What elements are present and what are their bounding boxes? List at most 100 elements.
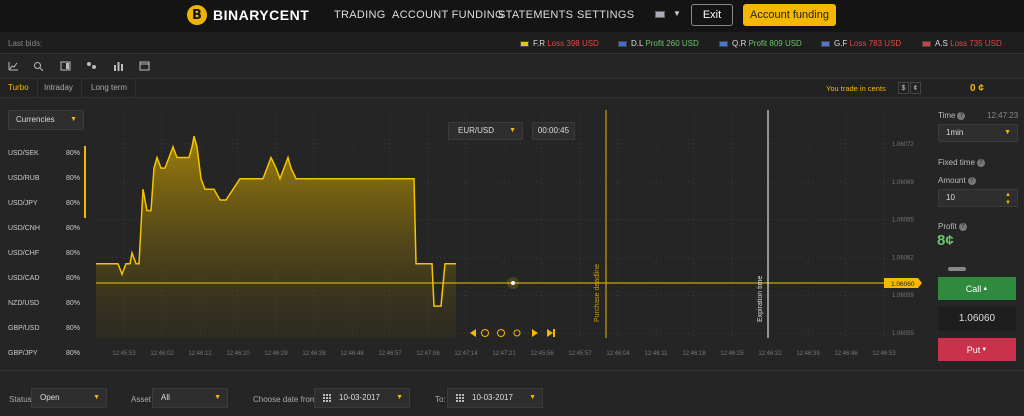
profit-value: 8¢ [937,232,954,249]
currency-pair-gbp-usd[interactable]: GBP/USD 80% [8,325,80,332]
area-chart-icon[interactable] [8,61,19,71]
bid-item: G.F Loss 783 USD [821,39,901,48]
filters-bar: Status: Open ▼ Asset All ▼ Choose date fro… [0,370,1024,416]
x-tick-label: 12:46:11 [645,351,669,357]
bid-item: Q.R Profit 809 USD [719,39,802,48]
currency-pair-usd-cad[interactable]: USD/CAD 80% [8,275,80,282]
bar-chart-icon[interactable] [113,61,124,71]
status-dropdown[interactable]: Open ▼ [31,388,107,408]
x-tick-label: 12:46:32 [758,351,782,357]
currency-pair-usd-chf[interactable]: USD/CHF 80% [8,250,80,257]
chart-nav-controls [470,329,555,337]
time-select[interactable]: 1min ▼ [938,124,1018,142]
x-tick-label: 12:46:02 [150,351,174,357]
price-area [96,136,456,338]
nav-trading[interactable]: TRADING [334,9,386,21]
x-tick-label: 12:46:39 [796,351,820,357]
x-tick-label: 12:47:14 [454,351,478,357]
flag-icon [618,40,627,47]
x-tick-label: 12:47:06 [416,351,440,357]
people-icon[interactable] [86,61,97,71]
x-tick-label: 12:46:53 [872,351,896,357]
active-pair-indicator [84,146,86,218]
stepper-icon[interactable]: ▲ ▼ [1005,192,1011,206]
nav-statements[interactable]: STATEMENTS [498,9,574,21]
date-to-picker[interactable]: 10-03-2017 ▼ [447,388,543,408]
date-from-picker[interactable]: 10-03-2017 ▼ [314,388,410,408]
trade-type-tabs: Turbo Intraday Long term You trade in ce… [0,78,930,98]
chevron-down-icon: ▼ [509,127,516,134]
nav-settings[interactable]: SETTINGS [577,9,635,21]
purchase-deadline-label: Purchase deadline [594,264,601,322]
x-tick-label: 12:46:12 [188,351,212,357]
asset-filter-label: Asset [131,395,152,404]
zoom-in-icon[interactable] [497,329,505,337]
price-tag-value: 1.06060 [891,281,915,288]
help-icon[interactable]: ? [967,176,976,185]
price-chart[interactable]: Purchase deadline Expiration time 12:45:… [86,100,930,368]
call-button[interactable]: Call ▲ [938,277,1016,300]
tab-turbo[interactable]: Turbo [0,79,38,97]
calendar-icon[interactable] [139,61,150,71]
tab-intraday[interactable]: Intraday [36,79,82,97]
bid-item: F.R Loss 398 USD [520,39,599,48]
chevron-down-icon: ▼ [1004,129,1011,136]
x-tick-label: 12:46:46 [834,351,858,357]
asset-dropdown[interactable]: EUR/USD ▼ [448,122,523,140]
flag-icon [922,40,931,47]
y-tick-label: 1.06069 [892,180,914,186]
currency-pair-usd-rub[interactable]: USD/RUB 80% [8,175,80,182]
fixed-time-toggle[interactable] [948,267,966,271]
language-flag-icon[interactable] [655,11,665,18]
tab-long-term[interactable]: Long term [83,79,137,97]
balance-display: 0 ¢ [930,78,1024,98]
date-from-label: Choose date from: [253,395,319,404]
fast-forward-icon[interactable] [547,329,555,337]
chevron-down-icon: ▼ [93,394,100,401]
trade-in-cents-label: You trade in cents [826,84,886,93]
window-icon[interactable] [60,61,71,71]
x-tick-label: 12:45:56 [530,351,554,357]
time-label: Time? [938,111,966,120]
exit-button[interactable]: Exit [691,4,733,26]
zoom-icon[interactable] [33,61,44,72]
chart-toolbar [0,56,1024,78]
currency-pair-usd-cnh[interactable]: USD/CNH 80% [8,225,80,232]
currency-pair-usd-sek[interactable]: USD/SEK 80% [8,150,80,157]
currency-pair-usd-jpy[interactable]: USD/JPY 80% [8,200,80,207]
y-tick-label: 1.06062 [892,255,914,261]
help-icon[interactable]: ? [958,222,967,231]
price-line [96,135,456,307]
currencies-dropdown[interactable]: Currencies ▼ [8,110,84,130]
logo[interactable]: B BINARYCENT [187,5,309,25]
currency-pair-nzd-usd[interactable]: NZD/USD 80% [8,300,80,307]
dollar-toggle[interactable]: $ [898,82,909,94]
cent-toggle[interactable]: ¢ [910,82,921,94]
bid-item: D.L Profit 260 USD [618,39,699,48]
rewind-icon[interactable] [470,329,476,337]
help-icon[interactable]: ? [957,111,966,120]
chevron-down-icon: ▼ [396,394,403,401]
amount-label: Amount? [938,176,976,185]
chevron-down-icon: ▼ [70,116,77,123]
help-icon[interactable]: ? [976,158,985,167]
chevron-down-icon: ▼ [214,394,221,401]
flag-icon [719,40,728,47]
reset-zoom-icon[interactable] [513,329,521,337]
currency-pair-gbp-jpy[interactable]: GBP/JPY 80% [8,350,80,357]
play-icon[interactable] [532,329,538,337]
nav-account-funding[interactable]: ACCOUNT FUNDING [392,9,504,21]
logo-coin-icon: B [187,5,207,25]
trade-panel: Time? 12:47:23 1min ▼ Fixed time? Amount?… [930,100,1024,368]
put-button[interactable]: Put ▼ [938,338,1016,361]
amount-input[interactable]: 10 ▲ ▼ [938,189,1018,207]
x-tick-label: 12:46:25 [720,351,744,357]
arrow-down-icon: ▼ [981,346,988,353]
x-tick-label: 12:45:53 [112,351,136,357]
asset-filter-dropdown[interactable]: All ▼ [152,388,228,408]
language-caret-icon[interactable]: ▼ [673,9,681,18]
zoom-out-icon[interactable] [481,329,489,337]
account-funding-button[interactable]: Account funding [743,4,836,26]
flag-icon [520,40,529,47]
x-tick-label: 12:45:57 [568,351,592,357]
